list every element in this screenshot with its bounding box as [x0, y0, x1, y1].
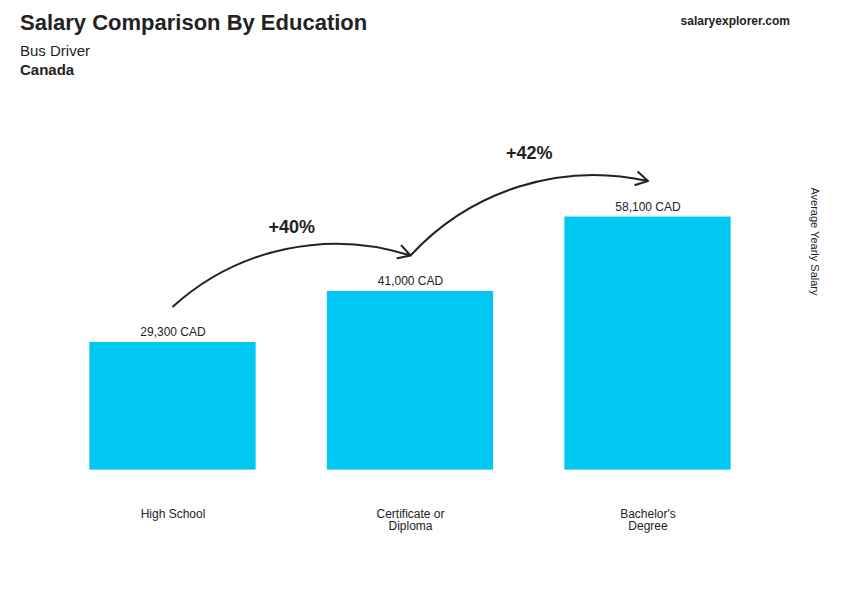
html-text:Canada: Canada — [20, 61, 75, 78]
svg-text:Certificate orDiploma: Certificate orDiploma — [376, 507, 444, 533]
svg-text:High School: High School — [141, 507, 206, 521]
svg-text:58,100 CAD: 58,100 CAD — [615, 200, 681, 214]
html-text:salary explorer.com: salary explorer.com — [680, 14, 790, 28]
svg-text:+40%: +40% — [268, 217, 315, 237]
html-text:Salary Comparison By Education: Salary Comparison By Education — [20, 10, 368, 35]
svg-text:+42%: +42% — [506, 143, 553, 163]
svg-text:41,000 CAD: 41,000 CAD — [378, 274, 444, 288]
svg-text:29,300 CAD: 29,300 CAD — [140, 325, 206, 339]
svg-text:Average Yearly Salary: Average Yearly Salary — [809, 187, 821, 296]
html-text:Bus Driver: Bus Driver — [20, 42, 90, 59]
svg-text:Bachelor'sDegree: Bachelor'sDegree — [620, 507, 676, 533]
